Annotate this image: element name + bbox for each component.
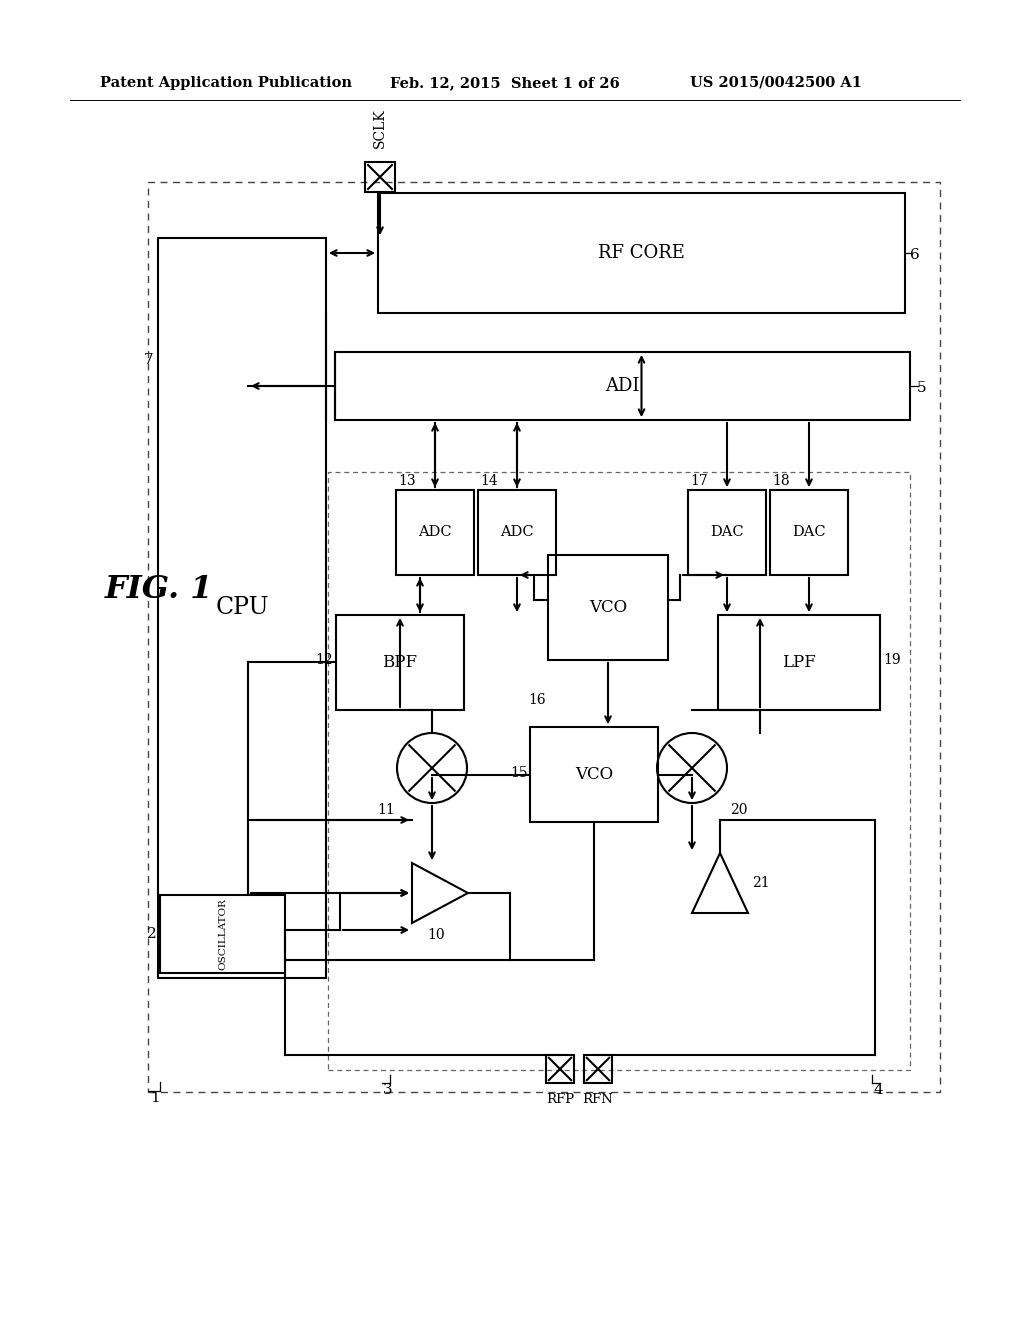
Bar [335, 352, 910, 420]
Text: 1: 1 [150, 1092, 160, 1105]
Text: Feb. 12, 2015  Sheet 1 of 26: Feb. 12, 2015 Sheet 1 of 26 [390, 77, 620, 90]
Bar [378, 193, 905, 313]
Text: DAC: DAC [711, 525, 743, 540]
Text: RF CORE: RF CORE [598, 244, 685, 261]
Bar [160, 895, 285, 973]
Bar [718, 615, 880, 710]
Bar [530, 727, 658, 822]
Bar [546, 1055, 574, 1082]
Bar [396, 490, 474, 576]
Text: 15: 15 [510, 766, 528, 780]
Text: LPF: LPF [782, 653, 816, 671]
Text: 21: 21 [752, 876, 770, 890]
Bar [478, 490, 556, 576]
Text: 2: 2 [147, 927, 157, 941]
Text: 18: 18 [772, 474, 790, 488]
Text: 5: 5 [918, 381, 927, 395]
Bar [148, 182, 940, 1092]
Text: 17: 17 [690, 474, 708, 488]
Text: SCLK: SCLK [373, 108, 387, 148]
Text: RFP: RFP [546, 1093, 574, 1106]
Text: 13: 13 [398, 474, 416, 488]
Text: DAC: DAC [793, 525, 825, 540]
Text: 12: 12 [315, 653, 333, 667]
Bar [158, 238, 326, 978]
Bar [365, 162, 395, 191]
Text: ADC: ADC [500, 525, 534, 540]
Text: 10: 10 [427, 928, 444, 942]
Text: 4: 4 [873, 1082, 883, 1097]
Bar [584, 1055, 612, 1082]
Text: Patent Application Publication: Patent Application Publication [100, 77, 352, 90]
Text: ADC: ADC [418, 525, 452, 540]
Bar [688, 490, 766, 576]
Text: 3: 3 [383, 1082, 393, 1097]
Text: 14: 14 [480, 474, 498, 488]
Text: FIG. 1: FIG. 1 [105, 574, 213, 606]
Bar [548, 554, 668, 660]
Text: BPF: BPF [382, 653, 418, 671]
Bar [328, 473, 910, 1071]
Text: VCO: VCO [589, 599, 627, 616]
Text: 7: 7 [143, 352, 153, 367]
Text: 20: 20 [730, 803, 748, 817]
Text: US 2015/0042500 A1: US 2015/0042500 A1 [690, 77, 862, 90]
Text: 6: 6 [910, 248, 920, 261]
Text: 11: 11 [377, 803, 395, 817]
Text: RFN: RFN [583, 1093, 613, 1106]
Text: CPU: CPU [215, 597, 268, 619]
Bar [770, 490, 848, 576]
Bar [336, 615, 464, 710]
Text: 19: 19 [883, 653, 901, 667]
Text: ADI: ADI [605, 378, 640, 395]
Text: VCO: VCO [574, 766, 613, 783]
Text: 16: 16 [528, 693, 546, 708]
Text: OSCILLATOR: OSCILLATOR [218, 898, 227, 970]
